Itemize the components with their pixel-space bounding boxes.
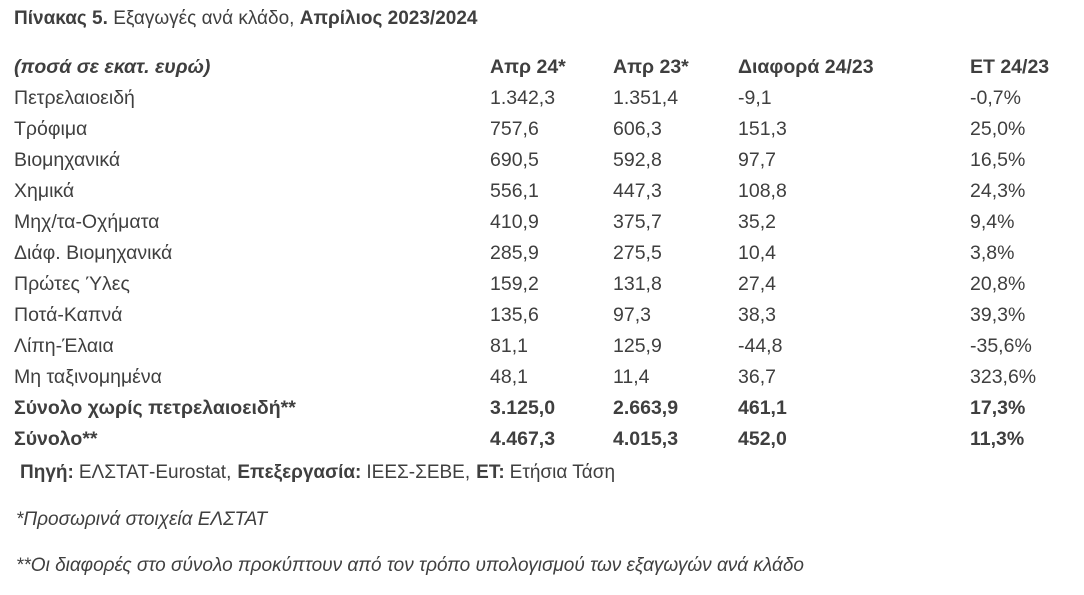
table-row: Πρώτες Ύλες 159,2 131,8 27,4 20,8%: [0, 269, 1084, 300]
title-label: Πίνακας 5.: [14, 8, 108, 29]
cell-value: 592,8: [613, 149, 662, 171]
cell-value: 27,4: [738, 273, 776, 295]
source-text: ΕΛΣΤΑΤ-Eurostat,: [78, 462, 232, 483]
cell-value: 48,1: [490, 366, 528, 388]
row-label: Βιομηχανικά: [14, 149, 121, 171]
source-label: Πηγή:: [20, 462, 74, 483]
cell-value: 1.351,4: [613, 87, 679, 109]
cell-value: 275,5: [613, 242, 662, 264]
cell-value: 410,9: [490, 211, 539, 233]
cell-value: Απρ 24*: [490, 56, 566, 78]
cell-value: 39,3%: [970, 304, 1026, 326]
cell-value: 757,6: [490, 118, 539, 140]
cell-value: 10,4: [738, 242, 776, 264]
cell-value: 4.467,3: [490, 428, 556, 450]
cell-value: 1.342,3: [490, 87, 556, 109]
source-label: ΕΤ:: [476, 462, 505, 483]
cell-value: 159,2: [490, 273, 539, 295]
cell-value: 38,3: [738, 304, 776, 326]
cell-value: 606,3: [613, 118, 662, 140]
cell-value: 36,7: [738, 366, 776, 388]
cell-value: 2.663,9: [613, 397, 679, 419]
cell-value: 135,6: [490, 304, 539, 326]
source-text: ΙΕΕΣ-ΣΕΒΕ,: [366, 462, 471, 483]
row-label: Σύνολο χωρίς πετρελαιοειδή**: [14, 397, 296, 419]
row-label: Μη ταξινομημένα: [14, 366, 162, 388]
cell-value: 556,1: [490, 180, 539, 202]
table-row: (ποσά σε εκατ. ευρώ) Απρ 24* Απρ 23* Διαφορ…: [0, 52, 1084, 83]
cell-value: 81,1: [490, 335, 528, 357]
cell-value: 16,5%: [970, 149, 1026, 171]
row-label: Χημικά: [14, 180, 75, 202]
cell-value: 4.015,3: [613, 428, 679, 450]
note: **Οι διαφορές στο σύνολο προκύπτουν από …: [16, 555, 804, 576]
row-label: Μηχ/τα-Οχήματα: [14, 211, 160, 233]
table: (ποσά σε εκατ. ευρώ) Απρ 24* Απρ 23* Διαφορ…: [0, 52, 1084, 455]
title-text: Εξαγωγές ανά κλάδο,: [113, 8, 295, 29]
table-row: Λίπη-Έλαια 81,1 125,9 -44,8 -35,6%: [0, 331, 1084, 362]
table-row: Μηχ/τα-Οχήματα 410,9 375,7 35,2 9,4%: [0, 207, 1084, 238]
cell-value: 447,3: [613, 180, 662, 202]
source-label: Επεξεργασία:: [237, 462, 362, 483]
cell-value: 125,9: [613, 335, 662, 357]
cell-value: 17,3%: [970, 397, 1026, 419]
cell-value: -0,7%: [970, 87, 1021, 109]
cell-value: 690,5: [490, 149, 539, 171]
row-label: Ποτά-Καπνά: [14, 304, 123, 326]
cell-value: ΕΤ 24/23: [970, 56, 1050, 78]
cell-value: 108,8: [738, 180, 787, 202]
cell-value: 461,1: [738, 397, 787, 419]
cell-value: 11,3%: [970, 428, 1025, 450]
cell-value: -44,8: [738, 335, 783, 357]
source: Πηγή: ΕΛΣΤΑΤ-Eurostat, Επεξεργασία: ΙΕΕΣ-ΣΕ…: [20, 462, 621, 484]
cell-value: 11,4: [613, 366, 650, 388]
cell-value: 24,3%: [970, 180, 1026, 202]
cell-value: 452,0: [738, 428, 787, 450]
table-row: Χημικά 556,1 447,3 108,8 24,3%: [0, 176, 1084, 207]
table-row: Μη ταξινομημένα 48,1 11,4 36,7 323,6%: [0, 362, 1084, 393]
cell-value: 9,4%: [970, 211, 1015, 233]
cell-value: 151,3: [738, 118, 787, 140]
cell-value: 35,2: [738, 211, 776, 233]
row-label: (ποσά σε εκατ. ευρώ): [14, 56, 211, 78]
cell-value: 20,8%: [970, 273, 1026, 295]
row-label: Τρόφιμα: [14, 118, 88, 140]
note: *Προσωρινά στοιχεία ΕΛΣΤΑΤ: [16, 509, 268, 530]
source-text: Ετήσια Τάση: [509, 462, 616, 483]
cell-value: Διαφορά 24/23: [738, 56, 874, 78]
cell-value: 97,7: [738, 149, 776, 171]
cell-value: 3.125,0: [490, 397, 556, 419]
cell-value: -35,6%: [970, 335, 1032, 357]
cell-value: 375,7: [613, 211, 662, 233]
table-row: Τρόφιμα 757,6 606,3 151,3 25,0%: [0, 114, 1084, 145]
cell-value: 131,8: [613, 273, 662, 295]
row-label: Σύνολο**: [14, 428, 98, 450]
title: Πίνακας 5. Εξαγωγές ανά κλάδο, Απρίλιος …: [14, 8, 477, 30]
cell-value: 285,9: [490, 242, 539, 264]
table-row: Διάφ. Βιομηχανικά 285,9 275,5 10,4 3,8%: [0, 238, 1084, 269]
cell-value: 97,3: [613, 304, 651, 326]
table-row: Σύνολο χωρίς πετρελαιοειδή** 3.125,0 2.663…: [0, 393, 1084, 424]
row-label: Πετρελαιοειδή: [14, 87, 135, 109]
table-row: Σύνολο** 4.467,3 4.015,3 452,0 11,3%: [0, 424, 1084, 455]
cell-value: 3,8%: [970, 242, 1015, 264]
cell-value: Απρ 23*: [613, 56, 689, 78]
table-row: Πετρελαιοειδή 1.342,3 1.351,4 -9,1 -0,7%: [0, 83, 1084, 114]
row-label: Πρώτες Ύλες: [14, 273, 130, 295]
table-row: Βιομηχανικά 690,5 592,8 97,7 16,5%: [0, 145, 1084, 176]
title-period: Απρίλιος 2023/2024: [299, 8, 478, 29]
row-label: Διάφ. Βιομηχανικά: [14, 242, 173, 264]
row-label: Λίπη-Έλαια: [14, 335, 114, 357]
cell-value: 323,6%: [970, 366, 1037, 388]
table-row: Ποτά-Καπνά 135,6 97,3 38,3 39,3%: [0, 300, 1084, 331]
cell-value: -9,1: [738, 87, 772, 109]
cell-value: 25,0%: [970, 118, 1026, 140]
